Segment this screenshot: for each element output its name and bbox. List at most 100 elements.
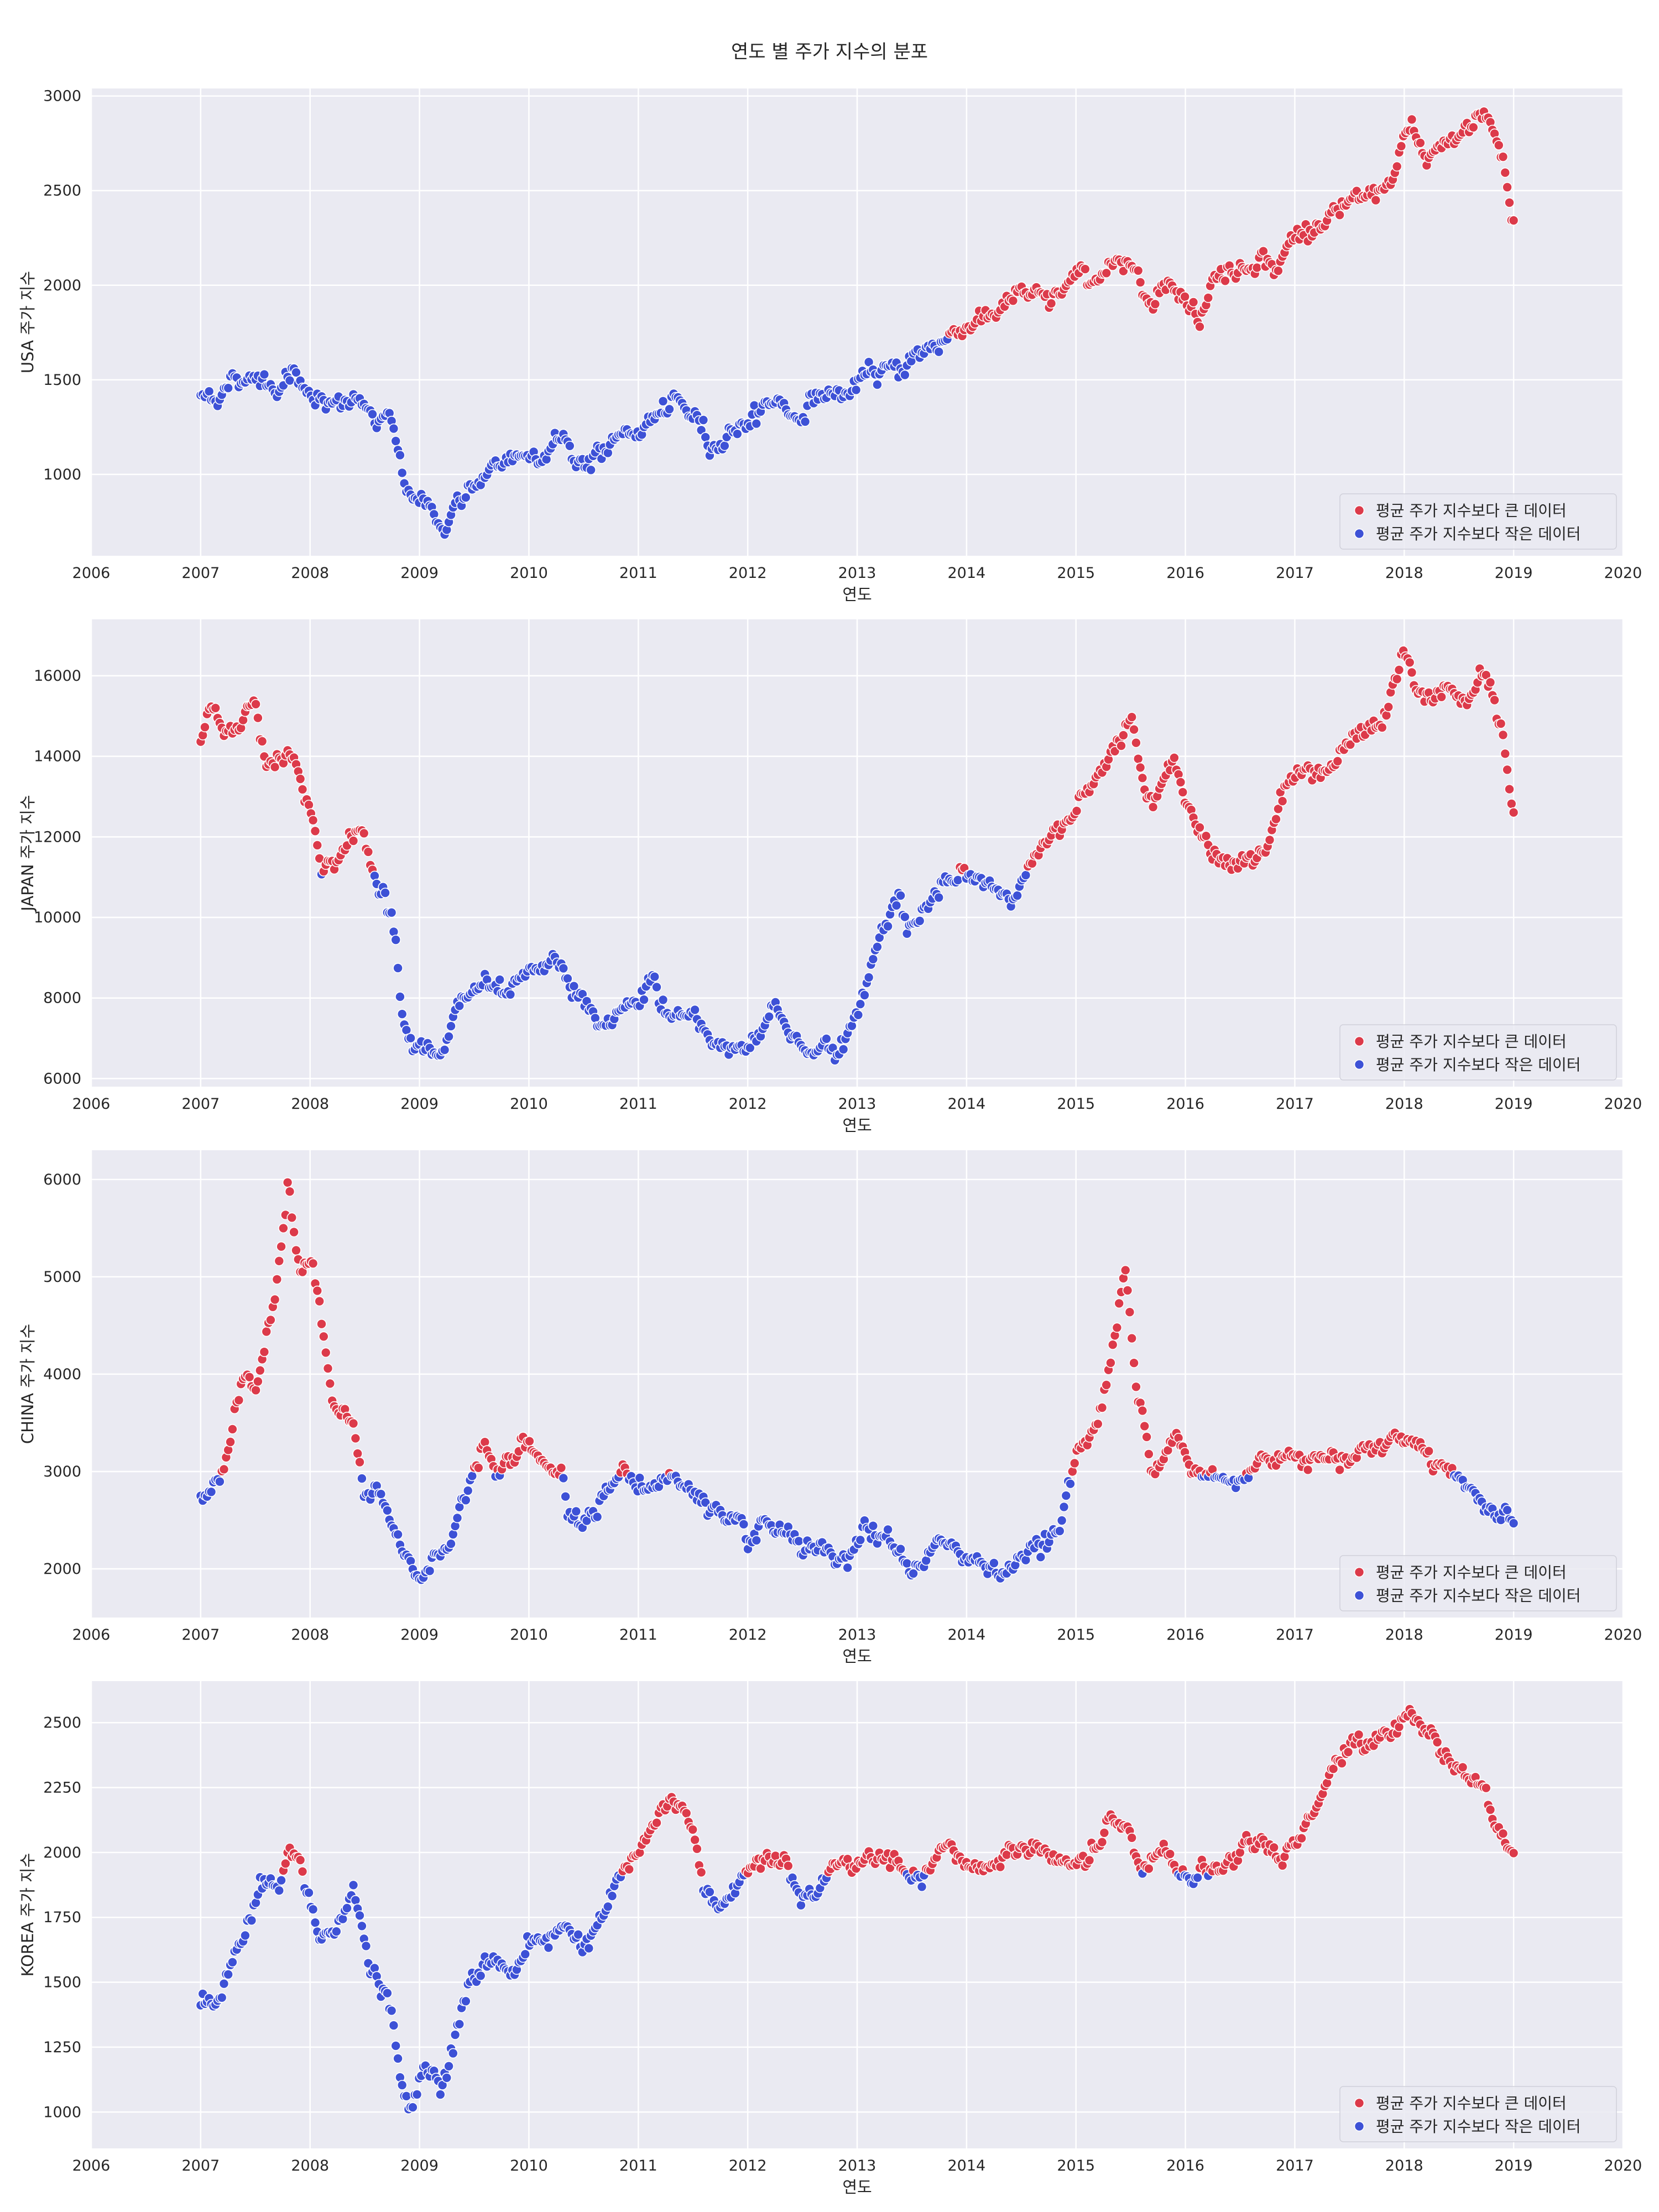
point-below-mean	[1056, 1515, 1067, 1526]
point-below-mean	[863, 972, 874, 983]
point-above-mean	[1203, 293, 1214, 303]
point-above-mean	[1107, 1339, 1118, 1350]
x-tick-label: 2018	[1385, 2157, 1423, 2174]
point-above-mean	[1101, 268, 1112, 279]
x-tick-label: 2008	[291, 565, 329, 582]
point-below-mean	[719, 440, 730, 451]
x-tick-label: 2009	[400, 565, 439, 582]
point-above-mean	[1071, 806, 1082, 816]
point-above-mean	[1008, 295, 1019, 306]
legend-marker-above	[1354, 1036, 1365, 1047]
x-tick-label: 2006	[72, 565, 111, 582]
point-below-mean	[452, 1512, 463, 1524]
point-below-mean	[859, 990, 870, 1000]
point-below-mean	[331, 1926, 342, 1937]
x-tick-label: 2019	[1495, 1095, 1533, 1113]
point-above-mean	[261, 1326, 272, 1337]
point-above-mean	[1126, 1333, 1137, 1344]
point-above-mean	[1135, 277, 1146, 288]
point-above-mean	[1141, 1432, 1152, 1442]
x-tick-label: 2017	[1276, 1095, 1314, 1113]
point-above-mean	[282, 1177, 293, 1188]
point-above-mean	[1481, 1782, 1491, 1793]
x-tick-label: 2007	[181, 1095, 220, 1113]
point-below-mean	[1058, 1501, 1070, 1512]
x-tick-label: 2014	[947, 1626, 985, 1644]
point-below-mean	[240, 1930, 251, 1941]
point-below-mean	[388, 423, 399, 434]
point-below-mean	[386, 2005, 397, 2016]
point-above-mean	[1264, 834, 1275, 846]
point-above-mean	[312, 840, 323, 851]
point-above-mean	[1381, 710, 1392, 721]
point-below-mean	[390, 935, 401, 945]
legend-label-above: 평균 주가 지수보다 큰 데이터	[1376, 1032, 1567, 1051]
x-tick-label: 2019	[1495, 2157, 1533, 2174]
figure-title: 연도 별 주가 지수의 분포	[731, 41, 928, 63]
point-above-mean	[1129, 724, 1139, 735]
point-below-mean	[397, 467, 408, 478]
point-above-mean	[259, 1347, 270, 1357]
point-below-mean	[586, 465, 596, 476]
point-above-mean	[320, 1347, 331, 1358]
point-below-mean	[357, 1473, 367, 1484]
point-above-mean	[783, 1860, 794, 1871]
y-axis-label: JAPAN 주가 지수	[18, 795, 37, 912]
x-tick-label: 2015	[1057, 1095, 1095, 1113]
point-below-mean	[1055, 1526, 1065, 1536]
subplot-1: 2006 2007 2008 2009 2010 2011 2012 2013 2014 2015…	[18, 88, 1642, 604]
x-tick-label: 2011	[619, 2157, 658, 2174]
point-below-mean	[446, 1538, 456, 1549]
point-below-mean	[558, 963, 569, 974]
point-above-mean	[1114, 1298, 1124, 1309]
point-above-mean	[289, 1227, 299, 1238]
point-below-mean	[246, 1915, 257, 1926]
point-below-mean	[382, 1505, 393, 1516]
point-below-mean	[592, 1511, 603, 1522]
point-below-mean	[395, 992, 405, 1002]
point-below-mean	[745, 1042, 755, 1053]
point-above-mean	[624, 1864, 634, 1875]
point-above-mean	[1495, 718, 1506, 729]
point-below-mean	[1502, 1505, 1512, 1515]
point-above-mean	[272, 1274, 283, 1285]
point-above-mean	[1271, 813, 1281, 825]
point-above-mean	[354, 1457, 365, 1468]
point-above-mean	[1494, 140, 1504, 150]
point-above-mean	[1105, 1358, 1116, 1368]
x-tick-label: 2015	[1057, 565, 1095, 582]
legend-box	[1339, 2086, 1617, 2142]
x-tick-label: 2016	[1166, 1626, 1204, 1644]
point-below-mean	[571, 1506, 582, 1517]
point-above-mean	[1328, 1764, 1339, 1774]
point-above-mean	[233, 1395, 244, 1406]
legend-marker-above	[1354, 505, 1365, 516]
data-points	[195, 1704, 1519, 2115]
y-tick-label: 16000	[34, 667, 81, 685]
x-tick-label: 2006	[72, 1095, 111, 1113]
point-below-mean	[216, 1992, 227, 2003]
point-below-mean	[891, 900, 902, 911]
point-below-mean	[337, 1913, 348, 1924]
point-below-mean	[227, 1957, 238, 1968]
x-tick-label: 2018	[1385, 565, 1423, 582]
point-above-mean	[304, 800, 314, 810]
point-below-mean	[397, 2080, 408, 2090]
point-above-mean	[314, 1296, 325, 1307]
legend-label-above: 평균 주가 지수보다 큰 데이터	[1376, 1563, 1567, 1582]
x-tick-label: 2013	[838, 2157, 877, 2174]
point-above-mean	[253, 712, 263, 723]
point-above-mean	[1046, 298, 1057, 309]
point-above-mean	[238, 714, 248, 726]
x-tick-label: 2017	[1276, 1626, 1314, 1644]
y-tick-label: 2250	[43, 1779, 81, 1796]
point-above-mean	[1251, 262, 1262, 273]
point-below-mean	[933, 346, 944, 357]
point-below-mean	[441, 2073, 452, 2083]
point-above-mean	[473, 1463, 484, 1473]
point-above-mean	[307, 815, 319, 826]
point-above-mean	[1118, 265, 1129, 276]
point-below-mean	[853, 1010, 864, 1020]
